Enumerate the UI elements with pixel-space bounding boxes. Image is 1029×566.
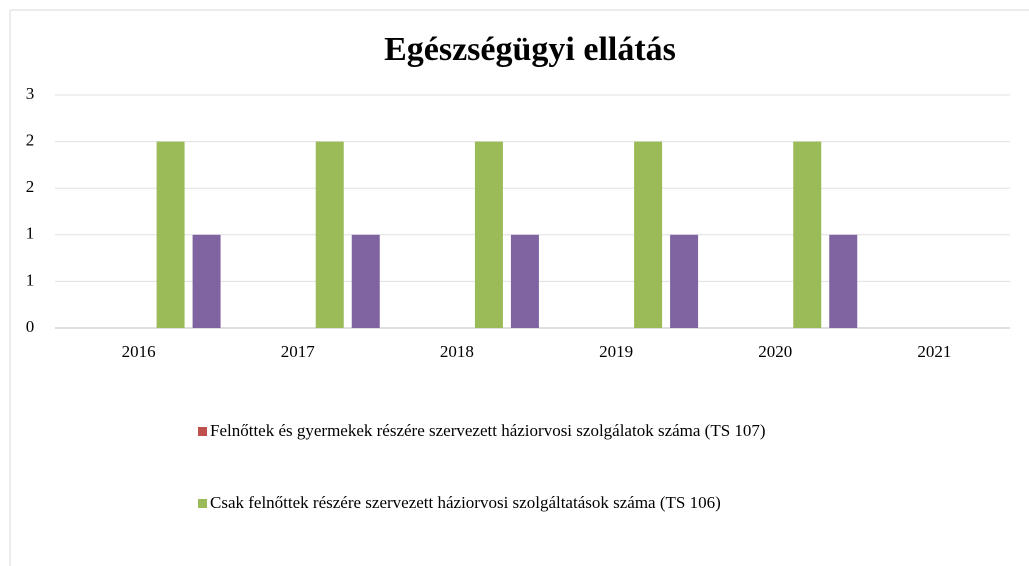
bar bbox=[351, 234, 380, 328]
legend-label: Csak felnőttek részére szervezett házior… bbox=[210, 493, 721, 512]
bar bbox=[829, 234, 858, 328]
bar bbox=[192, 234, 221, 328]
bar bbox=[634, 141, 663, 328]
x-tick-label: 2019 bbox=[599, 342, 633, 361]
legend-item: Felnőttek és gyermekek részére szervezet… bbox=[198, 420, 878, 442]
legend-item: Csak felnőttek részére szervezett házior… bbox=[198, 492, 878, 514]
legend-swatch bbox=[198, 427, 207, 436]
bar bbox=[670, 234, 699, 328]
legend-label: Felnőttek és gyermekek részére szervezet… bbox=[210, 421, 766, 440]
y-tick-label: 1 bbox=[26, 270, 35, 289]
bar bbox=[315, 141, 344, 328]
y-tick-label: 3 bbox=[26, 84, 35, 103]
bar bbox=[156, 141, 185, 328]
x-tick-label: 2018 bbox=[440, 342, 474, 361]
x-tick-label: 2021 bbox=[917, 342, 951, 361]
x-tick-label: 2020 bbox=[758, 342, 792, 361]
y-tick-label: 2 bbox=[26, 177, 35, 196]
y-tick-label: 0 bbox=[26, 317, 35, 336]
y-tick-label: 2 bbox=[26, 131, 35, 150]
x-tick-label: 2017 bbox=[281, 342, 316, 361]
x-tick-label: 2016 bbox=[122, 342, 156, 361]
y-tick-label: 1 bbox=[26, 224, 35, 243]
bar bbox=[474, 141, 503, 328]
chart-title: Egészségügyi ellátás bbox=[384, 31, 676, 68]
bar bbox=[793, 141, 822, 328]
bar bbox=[510, 234, 539, 328]
legend-swatch bbox=[198, 499, 207, 508]
